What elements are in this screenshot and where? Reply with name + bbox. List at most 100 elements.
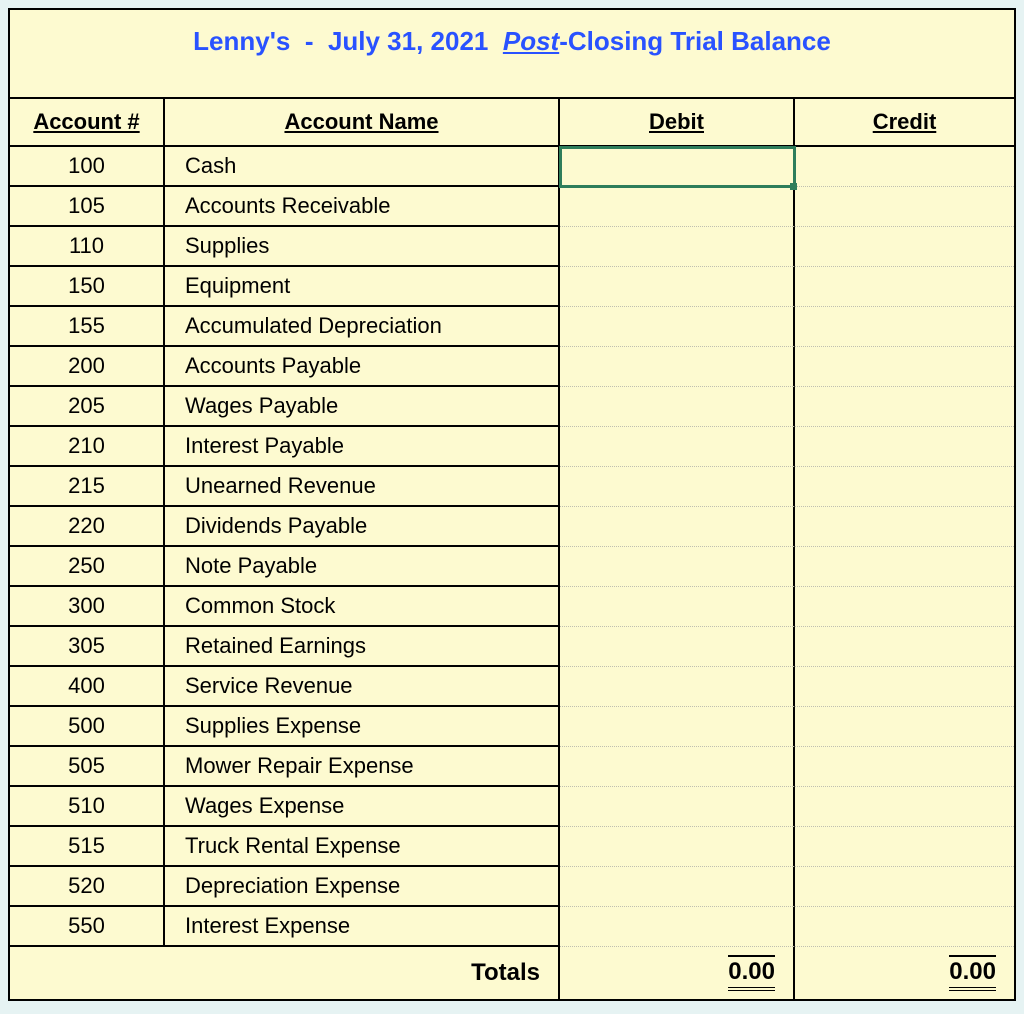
debit-cell[interactable] <box>560 427 795 467</box>
credit-cell[interactable] <box>795 147 1014 187</box>
debit-cell[interactable] <box>560 227 795 267</box>
debit-cell[interactable] <box>560 267 795 307</box>
account-name-cell[interactable]: Interest Expense <box>165 907 560 947</box>
table-row: 510Wages Expense <box>10 787 1014 827</box>
credit-cell[interactable] <box>795 227 1014 267</box>
header-debit: Debit <box>560 99 795 145</box>
account-number-cell[interactable]: 110 <box>10 227 165 267</box>
credit-cell[interactable] <box>795 467 1014 507</box>
account-name-cell[interactable]: Accounts Payable <box>165 347 560 387</box>
credit-cell[interactable] <box>795 867 1014 907</box>
account-name-cell[interactable]: Accumulated Depreciation <box>165 307 560 347</box>
account-number-cell[interactable]: 510 <box>10 787 165 827</box>
credit-cell[interactable] <box>795 707 1014 747</box>
debit-cell[interactable] <box>560 827 795 867</box>
table-row: 515Truck Rental Expense <box>10 827 1014 867</box>
table-row: 520Depreciation Expense <box>10 867 1014 907</box>
totals-credit: 0.00 <box>795 947 1014 999</box>
credit-cell[interactable] <box>795 427 1014 467</box>
debit-cell[interactable] <box>560 907 795 947</box>
debit-cell[interactable] <box>560 187 795 227</box>
account-number-cell[interactable]: 300 <box>10 587 165 627</box>
account-name-cell[interactable]: Equipment <box>165 267 560 307</box>
title-company: Lenny's <box>193 26 290 56</box>
credit-cell[interactable] <box>795 507 1014 547</box>
account-number-cell[interactable]: 515 <box>10 827 165 867</box>
credit-cell[interactable] <box>795 387 1014 427</box>
account-name-cell[interactable]: Wages Expense <box>165 787 560 827</box>
table-row: 305Retained Earnings <box>10 627 1014 667</box>
debit-cell[interactable] <box>560 507 795 547</box>
debit-cell[interactable] <box>560 147 795 187</box>
header-account-number: Account # <box>10 99 165 145</box>
account-number-cell[interactable]: 100 <box>10 147 165 187</box>
debit-cell[interactable] <box>560 867 795 907</box>
credit-cell[interactable] <box>795 627 1014 667</box>
account-name-cell[interactable]: Depreciation Expense <box>165 867 560 907</box>
title-date: July 31, 2021 <box>328 26 488 56</box>
account-number-cell[interactable]: 200 <box>10 347 165 387</box>
debit-cell[interactable] <box>560 587 795 627</box>
account-name-cell[interactable]: Mower Repair Expense <box>165 747 560 787</box>
account-name-cell[interactable]: Retained Earnings <box>165 627 560 667</box>
totals-row: Totals 0.00 0.00 <box>10 947 1014 999</box>
account-number-cell[interactable]: 220 <box>10 507 165 547</box>
credit-cell[interactable] <box>795 747 1014 787</box>
debit-cell[interactable] <box>560 347 795 387</box>
account-name-cell[interactable]: Supplies <box>165 227 560 267</box>
account-name-cell[interactable]: Truck Rental Expense <box>165 827 560 867</box>
credit-cell[interactable] <box>795 667 1014 707</box>
debit-cell[interactable] <box>560 307 795 347</box>
account-name-cell[interactable]: Supplies Expense <box>165 707 560 747</box>
account-number-cell[interactable]: 500 <box>10 707 165 747</box>
credit-cell[interactable] <box>795 267 1014 307</box>
debit-cell[interactable] <box>560 387 795 427</box>
account-name-cell[interactable]: Accounts Receivable <box>165 187 560 227</box>
account-number-cell[interactable]: 505 <box>10 747 165 787</box>
debit-cell[interactable] <box>560 667 795 707</box>
account-number-cell[interactable]: 210 <box>10 427 165 467</box>
table-row: 205Wages Payable <box>10 387 1014 427</box>
title-post-word: Post <box>503 26 559 56</box>
debit-cell[interactable] <box>560 467 795 507</box>
credit-cell[interactable] <box>795 347 1014 387</box>
account-name-cell[interactable]: Dividends Payable <box>165 507 560 547</box>
table-row: 400Service Revenue <box>10 667 1014 707</box>
account-name-cell[interactable]: Cash <box>165 147 560 187</box>
account-name-cell[interactable]: Service Revenue <box>165 667 560 707</box>
title-row: Lenny's - July 31, 2021 Post-Closing Tri… <box>10 10 1014 99</box>
account-number-cell[interactable]: 150 <box>10 267 165 307</box>
credit-cell[interactable] <box>795 587 1014 627</box>
account-number-cell[interactable]: 105 <box>10 187 165 227</box>
account-name-cell[interactable]: Unearned Revenue <box>165 467 560 507</box>
account-name-cell[interactable]: Wages Payable <box>165 387 560 427</box>
title-separator: - <box>305 26 314 56</box>
account-number-cell[interactable]: 400 <box>10 667 165 707</box>
debit-cell[interactable] <box>560 547 795 587</box>
header-credit: Credit <box>795 99 1014 145</box>
table-row: 215Unearned Revenue <box>10 467 1014 507</box>
header-row: Account # Account Name Debit Credit <box>10 99 1014 147</box>
credit-cell[interactable] <box>795 907 1014 947</box>
account-number-cell[interactable]: 250 <box>10 547 165 587</box>
account-number-cell[interactable]: 205 <box>10 387 165 427</box>
account-number-cell[interactable]: 215 <box>10 467 165 507</box>
credit-cell[interactable] <box>795 187 1014 227</box>
account-name-cell[interactable]: Interest Payable <box>165 427 560 467</box>
debit-cell[interactable] <box>560 707 795 747</box>
account-number-cell[interactable]: 520 <box>10 867 165 907</box>
account-number-cell[interactable]: 305 <box>10 627 165 667</box>
table-row: 155Accumulated Depreciation <box>10 307 1014 347</box>
table-row: 300Common Stock <box>10 587 1014 627</box>
account-name-cell[interactable]: Note Payable <box>165 547 560 587</box>
credit-cell[interactable] <box>795 547 1014 587</box>
credit-cell[interactable] <box>795 787 1014 827</box>
credit-cell[interactable] <box>795 307 1014 347</box>
account-number-cell[interactable]: 550 <box>10 907 165 947</box>
account-number-cell[interactable]: 155 <box>10 307 165 347</box>
debit-cell[interactable] <box>560 627 795 667</box>
debit-cell[interactable] <box>560 747 795 787</box>
debit-cell[interactable] <box>560 787 795 827</box>
credit-cell[interactable] <box>795 827 1014 867</box>
account-name-cell[interactable]: Common Stock <box>165 587 560 627</box>
